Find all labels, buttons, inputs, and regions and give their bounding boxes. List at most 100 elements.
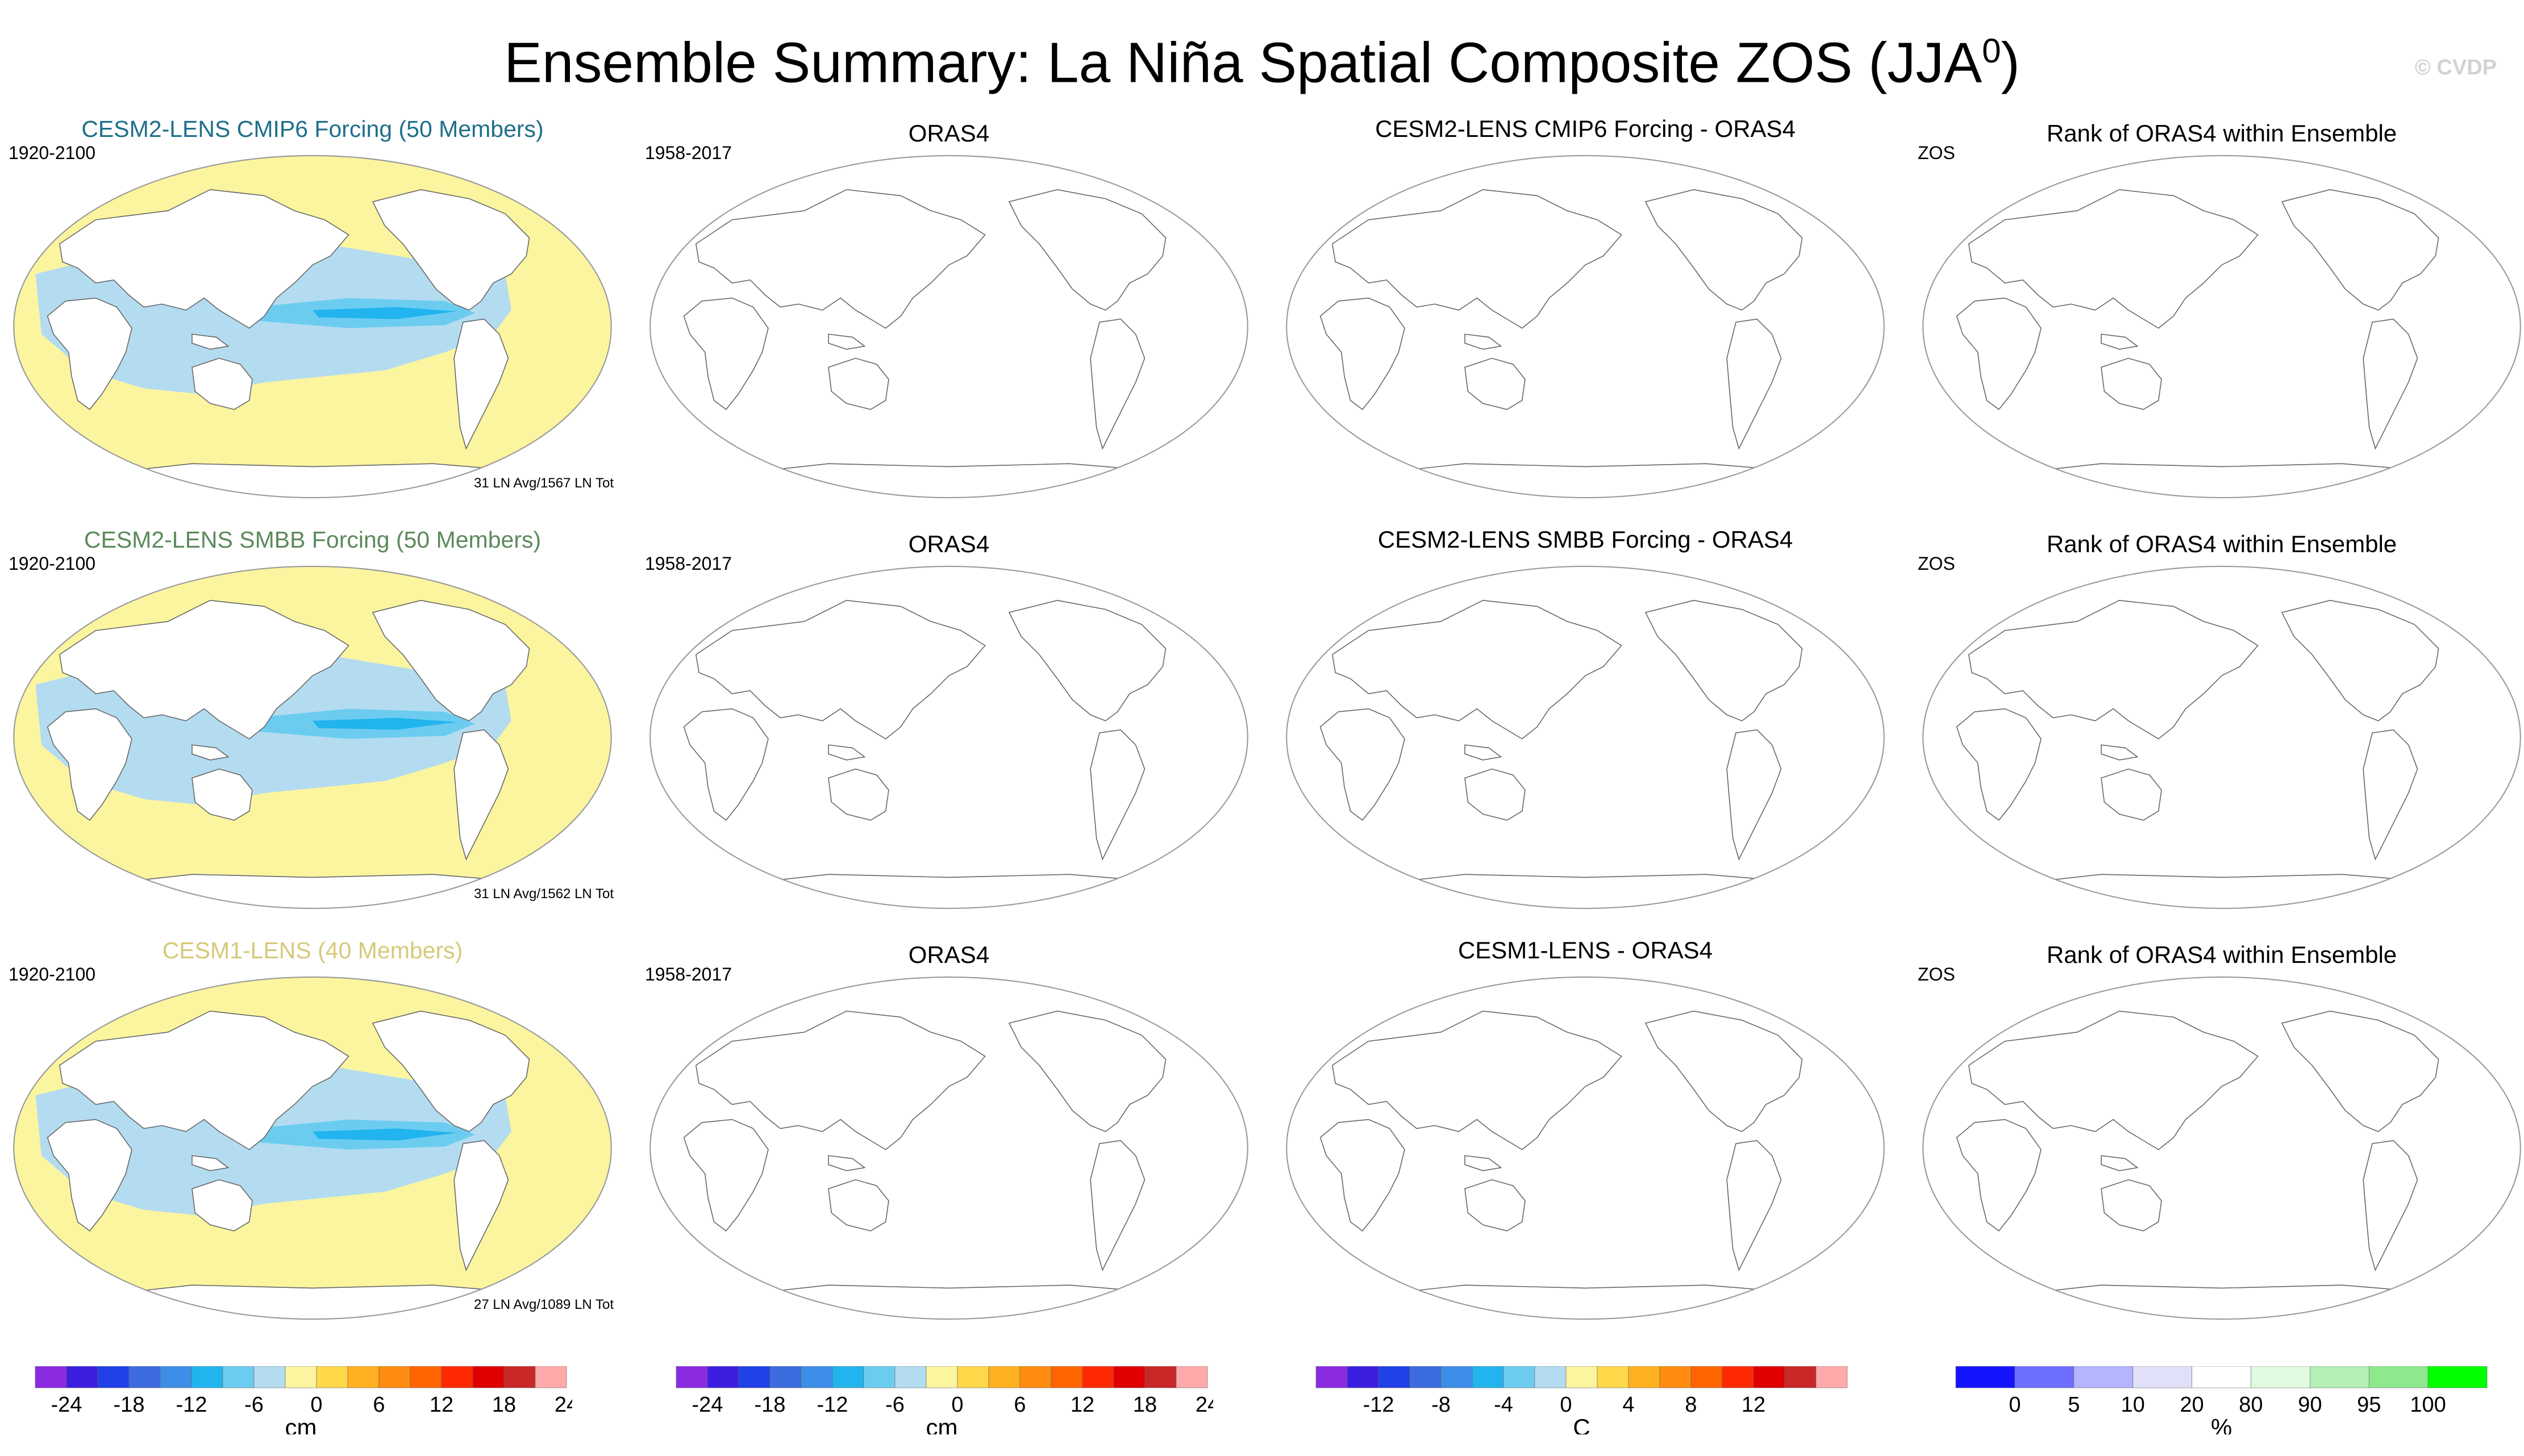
map-border — [1922, 155, 2521, 499]
continent-outline-1 — [1956, 1119, 2042, 1232]
map-border — [1286, 155, 1885, 499]
continent-outline-0 — [1331, 189, 1622, 329]
continent-outline-0 — [59, 189, 349, 329]
continent-outline-0 — [1331, 600, 1622, 740]
continent-outline-0 — [1968, 1011, 2259, 1150]
continent-outline-3 — [828, 744, 866, 761]
map-border — [13, 565, 612, 910]
colorbar-tick-label: 12 — [430, 1393, 453, 1417]
colorbar-swatch — [957, 1366, 989, 1388]
continent-outline-0 — [1331, 1011, 1622, 1150]
field-contour-2 — [313, 1128, 457, 1141]
colorbar-tick-label: 5 — [2068, 1393, 2080, 1417]
map-row2-col4 — [1922, 565, 2521, 910]
continent-outline-7 — [1356, 874, 1815, 909]
continent-outline-4 — [1644, 1011, 1803, 1132]
colorbar-swatch — [410, 1366, 442, 1388]
panel-title-row1-col1: CESM2-LENS CMIP6 Forcing (50 Members) — [81, 116, 544, 142]
continent-outline-7 — [1992, 463, 2451, 498]
continent-outline-5 — [1090, 729, 1146, 861]
map-border — [13, 155, 612, 499]
map-border — [1922, 976, 2521, 1320]
map-border — [1286, 976, 1885, 1320]
continent-outline-4 — [1008, 1011, 1167, 1132]
continent-outline-5 — [2363, 318, 2418, 450]
colorbar-unit: cm — [926, 1414, 958, 1434]
colorbar-swatch — [1955, 1366, 2015, 1388]
map-border — [649, 155, 1248, 499]
panel-title-row1-col3: CESM2-LENS CMIP6 Forcing - ORAS4 — [1375, 115, 1796, 142]
colorbar-swatch — [160, 1366, 192, 1388]
colorbar-swatch — [1753, 1366, 1785, 1388]
colorbar-swatch — [2427, 1366, 2488, 1388]
continent-outline-7 — [1356, 1284, 1815, 1320]
colorbar-tick-label: -8 — [1431, 1393, 1451, 1417]
period-label-row3-col1: 1920-2100 — [9, 964, 96, 984]
continent-outline-3 — [1464, 1155, 1502, 1171]
continent-outline-5 — [1726, 318, 1782, 450]
colorbar-swatch — [1565, 1366, 1598, 1388]
colorbar-swatch — [738, 1366, 770, 1388]
colorbar-tick-label: 4 — [1622, 1393, 1634, 1417]
map-row1-col2 — [649, 155, 1248, 499]
colorbar-tick-label: 20 — [2180, 1393, 2204, 1417]
map-row2-col1 — [13, 565, 612, 910]
colorbar-tick-label: -4 — [1494, 1393, 1513, 1417]
continent-outline-2 — [828, 1179, 889, 1232]
panel-title-row1-col4: Rank of ORAS4 within Ensemble — [2046, 120, 2397, 147]
colorbar-swatch — [285, 1366, 317, 1388]
continent-outline-3 — [1464, 744, 1502, 761]
colorbar-swatch — [378, 1366, 411, 1388]
continent-outline-2 — [2101, 1179, 2162, 1232]
colorbar-tick-label: 12 — [1742, 1393, 1765, 1417]
continent-outline-3 — [2101, 744, 2139, 761]
continent-outline-4 — [372, 600, 530, 721]
continent-outline-7 — [1356, 463, 1815, 498]
panel-title-row2-col3: CESM2-LENS SMBB Forcing - ORAS4 — [1377, 526, 1793, 553]
continent-outline-6 — [1801, 585, 1839, 616]
continent-outline-7 — [1992, 1284, 2451, 1320]
colorbar-swatch — [441, 1366, 473, 1388]
colorbar-swatch — [35, 1366, 67, 1388]
colorbar-swatch — [66, 1366, 98, 1388]
colorbar-swatch — [1176, 1366, 1208, 1388]
colorbar-tick-label: -6 — [244, 1393, 264, 1417]
continent-outline-1 — [1956, 708, 2042, 821]
period-label-row2-col1: 1920-2100 — [9, 553, 96, 574]
colorbar-swatch — [253, 1366, 286, 1388]
colorbar-swatch — [1378, 1366, 1410, 1388]
colorbar-swatch — [1534, 1366, 1567, 1388]
continent-outline-1 — [1319, 708, 1405, 821]
colorbar-swatch — [222, 1366, 255, 1388]
continent-outline-6 — [2438, 174, 2476, 206]
colorbar-unit: % — [2211, 1414, 2232, 1434]
var-label-row1: ZOS — [1918, 143, 1955, 163]
continent-outline-6 — [1801, 995, 1839, 1027]
colorbar-swatch — [1722, 1366, 1754, 1388]
continent-outline-3 — [191, 744, 230, 761]
continent-outline-4 — [2281, 189, 2439, 311]
continent-outline-2 — [828, 357, 889, 410]
colorbar-tick-label: 6 — [373, 1393, 385, 1417]
map-row2-col3 — [1286, 565, 1885, 910]
colorbar-swatch — [769, 1366, 802, 1388]
colorbar-tick-label: 18 — [1133, 1393, 1157, 1417]
colorbar-swatch — [1409, 1366, 1442, 1388]
map-row3-col2 — [649, 976, 1248, 1320]
field-contour-2 — [313, 307, 457, 319]
panel-title-row3-col3: CESM1-LENS - ORAS4 — [1457, 937, 1713, 963]
continent-outline-1 — [1956, 297, 2042, 410]
continent-outline-5 — [453, 318, 509, 450]
continent-outline-0 — [59, 1011, 349, 1150]
continent-outline-2 — [1464, 768, 1526, 821]
colorbar-tick-label: 80 — [2239, 1393, 2263, 1417]
colorbar-swatch — [1784, 1366, 1817, 1388]
continent-outline-6 — [1801, 174, 1839, 206]
colorbar-swatch — [191, 1366, 223, 1388]
colorbar-tick-label: 12 — [1071, 1393, 1094, 1417]
continent-outline-0 — [1968, 600, 2259, 740]
continent-outline-6 — [1165, 174, 1203, 206]
continent-outline-1 — [1319, 297, 1405, 410]
colorbar-swatch — [503, 1366, 536, 1388]
panel-title-row2-col4: Rank of ORAS4 within Ensemble — [2046, 531, 2397, 557]
